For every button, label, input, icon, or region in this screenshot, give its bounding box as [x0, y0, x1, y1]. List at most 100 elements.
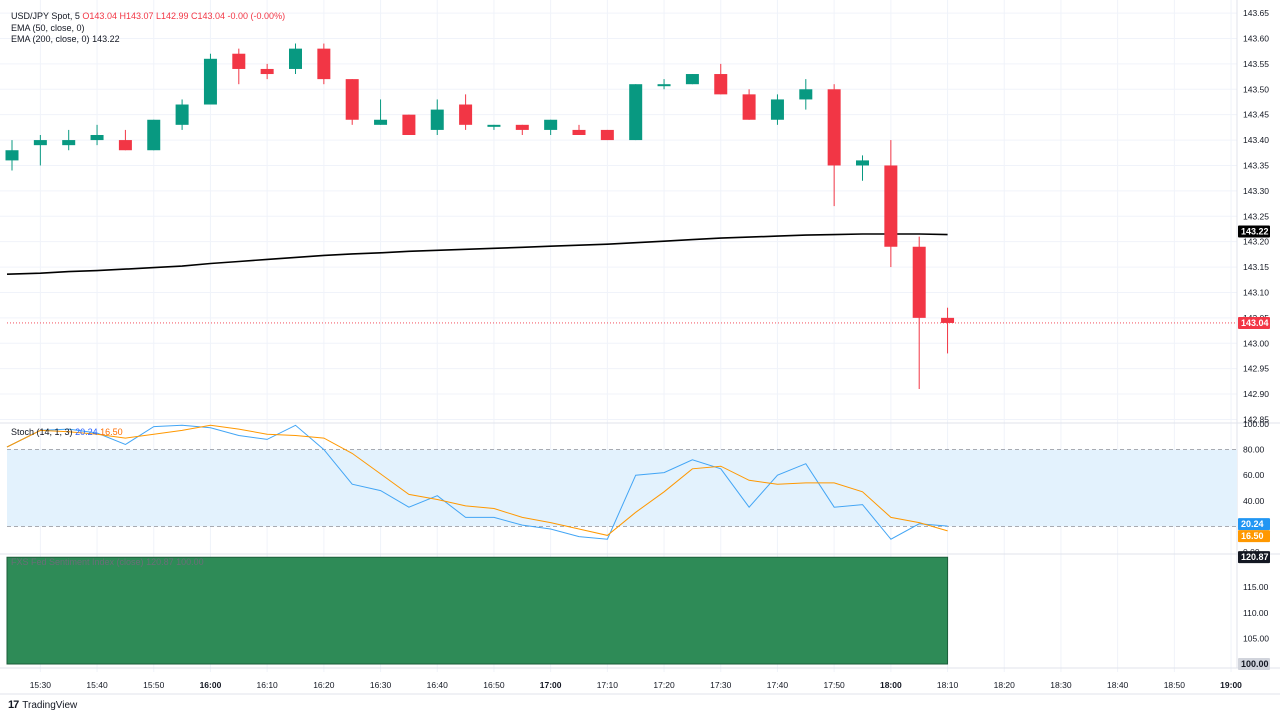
candle-body: [742, 94, 756, 120]
fxs-label: FXS Fed Sentiment Index (close): [11, 557, 144, 567]
candle-body: [147, 119, 161, 151]
ema200-value: 143.22: [92, 34, 120, 44]
tradingview-branding[interactable]: 17 TradingView: [8, 699, 77, 711]
time-tick-label: 17:20: [653, 680, 675, 690]
stoch-k-line: [6, 424, 948, 540]
candle: [544, 119, 558, 135]
time-tick-label: 18:30: [1050, 680, 1072, 690]
candle: [402, 114, 416, 135]
ema200-legend: EMA (200, close, 0) 143.22: [11, 34, 120, 45]
time-tick-label: 18:50: [1164, 680, 1186, 690]
candle: [62, 129, 76, 151]
candle-body: [203, 58, 217, 105]
brand-name: TradingView: [22, 699, 78, 711]
interval-label: 5: [74, 11, 80, 21]
fxs-base-axis-label-bg: [1238, 657, 1270, 670]
candle-body: [90, 134, 104, 141]
time-tick-label: 17:10: [597, 680, 619, 690]
symbol-label: USD/JPY Spot: [11, 11, 70, 21]
candle: [345, 79, 359, 125]
time-tick-label: 18:00: [880, 680, 902, 690]
candle: [289, 43, 302, 75]
candle-body: [884, 165, 898, 247]
candle: [884, 140, 898, 268]
candle-body: [33, 140, 47, 146]
candle-body: [487, 124, 501, 127]
time-tick-label: 18:20: [994, 680, 1016, 690]
fxs-legend: FXS Fed Sentiment Index (close) 120.87 1…: [11, 557, 204, 568]
candle: [430, 99, 444, 135]
candle-body: [430, 109, 444, 130]
candle: [203, 53, 217, 105]
candle-body: [544, 119, 558, 130]
candle: [685, 74, 699, 85]
ema50-label: EMA (50, close, 0): [11, 23, 85, 33]
candle: [374, 99, 388, 125]
price-tick-label: 142.90: [1243, 389, 1269, 399]
time-tick-label: 16:40: [427, 680, 449, 690]
candle: [941, 307, 955, 354]
candle-body: [941, 317, 955, 323]
fxs-area: [6, 556, 949, 665]
main-legend: USD/JPY Spot, 5 O143.04 H143.07 L142.99 …: [11, 11, 286, 21]
candle-body: [5, 150, 19, 161]
candle-body: [770, 99, 784, 120]
time-tick-label: 15:40: [86, 680, 108, 690]
candle: [600, 129, 614, 141]
candle-body: [600, 129, 614, 141]
time-tick-label: 17:50: [824, 680, 846, 690]
time-tick-label: 16:30: [370, 680, 392, 690]
candle: [260, 63, 274, 80]
time-tick-label: 17:00: [540, 680, 562, 690]
candle: [5, 140, 19, 171]
time-tick-label: 19:00: [1220, 680, 1242, 690]
fxs-value: 120.87: [146, 557, 174, 567]
fxs-extra: 100.00: [176, 557, 204, 567]
ema200-axis-label-bg: [1238, 225, 1270, 238]
candle-body: [827, 89, 841, 166]
time-tick-label: 17:40: [767, 680, 789, 690]
stoch-k-axis-label: 20.24: [1241, 519, 1264, 529]
candle: [770, 94, 784, 125]
candle-body: [175, 104, 189, 125]
candle-body: [799, 89, 813, 100]
candle-body: [515, 124, 529, 130]
stoch-tick-label: 40.00: [1243, 496, 1265, 506]
candle-body: [402, 114, 416, 135]
price-tick-label: 143.25: [1243, 211, 1269, 221]
stoch-d-axis-label: 16.50: [1241, 531, 1264, 541]
candle-body: [572, 129, 586, 135]
candle-body: [714, 74, 728, 95]
price-tick-label: 143.40: [1243, 135, 1269, 145]
stoch-legend: Stoch (14, 1, 3) 20.24 16.50: [11, 427, 123, 438]
candle-body: [685, 74, 699, 85]
candle: [459, 94, 473, 130]
stoch-d-line: [6, 424, 948, 536]
price-tick-label: 143.35: [1243, 160, 1269, 170]
price-tick-label: 143.30: [1243, 186, 1269, 196]
stoch-tick-label: 100.00: [1243, 419, 1269, 429]
candle-body: [856, 160, 869, 166]
candle: [90, 124, 104, 146]
price-tick-label: 143.60: [1243, 33, 1269, 43]
fxs-base-axis-label: 100.00: [1241, 659, 1269, 669]
price-tick-label: 143.50: [1243, 84, 1269, 94]
stoch-tick-label: 80.00: [1243, 445, 1265, 455]
candle: [147, 119, 161, 151]
fxs-value-axis-label: 120.87: [1241, 552, 1269, 562]
price-tick-label: 143.15: [1243, 262, 1269, 272]
stoch-d-value: 16.50: [100, 427, 123, 437]
time-tick-label: 16:00: [200, 680, 222, 690]
candle: [487, 124, 501, 130]
candle: [742, 89, 756, 120]
candle: [657, 79, 671, 90]
candle-body: [912, 246, 926, 318]
candle-body: [629, 84, 643, 141]
stoch-label: Stoch (14, 1, 3): [11, 427, 73, 437]
price-tick-label: 142.95: [1243, 364, 1269, 374]
time-tick-label: 15:50: [143, 680, 165, 690]
candle-body: [232, 53, 246, 69]
candle: [856, 155, 869, 181]
